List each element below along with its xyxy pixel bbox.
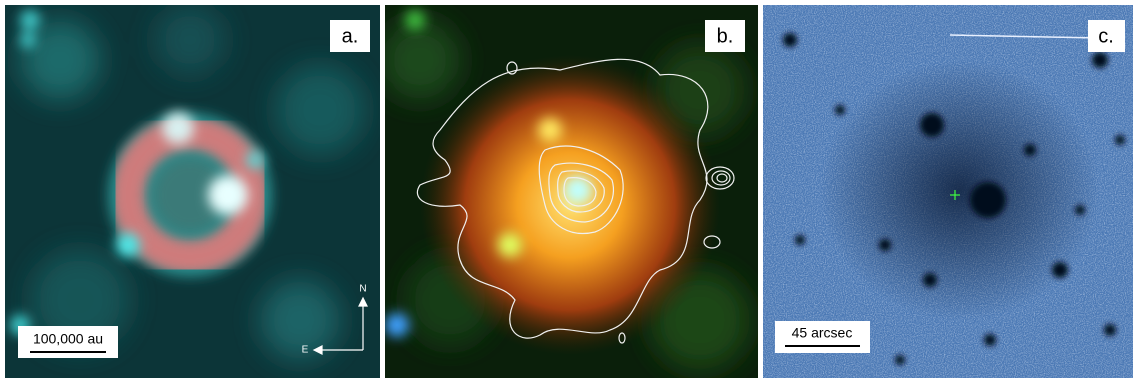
compass-north: N	[359, 284, 366, 295]
scale-bar-label: 45 arcsec	[792, 325, 853, 341]
page: {"panels": [ {"label": "a.", "scale_bar"…	[0, 0, 1135, 381]
panel-label: b.	[717, 25, 734, 47]
panel-b-image	[380, 5, 758, 378]
compass-east: E	[302, 345, 309, 356]
scale-bar-label: 100,000 au	[33, 331, 103, 347]
panel-a-image	[5, 5, 380, 378]
panel-label: a.	[342, 25, 359, 47]
panel-label: c.	[1098, 25, 1114, 47]
figure: a. 100,000 au N E	[0, 0, 1135, 381]
